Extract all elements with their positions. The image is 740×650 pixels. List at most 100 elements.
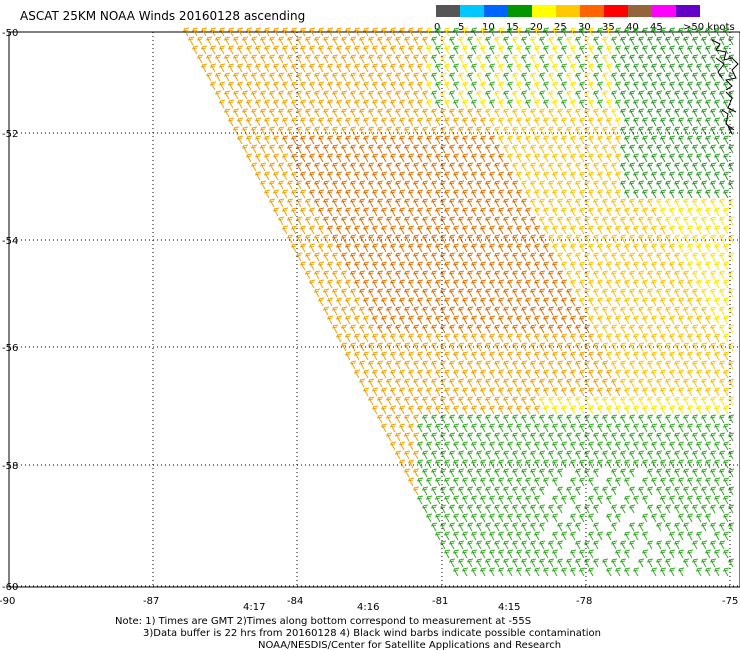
wind-barb (484, 108, 492, 118)
wind-barb (592, 486, 600, 496)
wind-barb (502, 252, 510, 262)
wind-barb (250, 36, 258, 46)
wind-barb (448, 378, 456, 388)
wind-barb (484, 234, 492, 244)
wind-barb (335, 117, 343, 127)
wind-barb (497, 459, 505, 469)
wind-barb (628, 324, 636, 334)
wind-barb (605, 225, 613, 235)
wind-barb (628, 342, 636, 352)
wind-barb (515, 243, 523, 253)
wind-barb (484, 36, 492, 46)
wind-barb (461, 81, 469, 91)
wind-barb (421, 180, 429, 190)
wind-barb (484, 270, 492, 280)
wind-barb (664, 486, 672, 496)
wind-barb (709, 252, 717, 262)
wind-barb (578, 135, 586, 145)
wind-barb (560, 459, 568, 469)
wind-barb (430, 504, 438, 514)
wind-barb (340, 180, 348, 190)
wind-barb (592, 216, 600, 226)
wind-barb (718, 306, 726, 316)
wind-barb (506, 189, 514, 199)
wind-barb (538, 180, 546, 190)
wind-barb (434, 513, 442, 523)
wind-barb (385, 54, 393, 64)
wind-barb (484, 540, 492, 550)
wind-barb (308, 279, 316, 289)
wind-barb (668, 99, 676, 109)
wind-barb (448, 306, 456, 316)
wind-barb (506, 207, 514, 217)
wind-barb (295, 144, 303, 154)
wind-barb (466, 90, 474, 100)
wind-barb (605, 315, 613, 325)
wind-barb (524, 567, 532, 577)
wind-barb (502, 72, 510, 82)
wind-barb (695, 531, 703, 541)
wind-barb (565, 144, 573, 154)
wind-barb (709, 306, 717, 316)
wind-barb (430, 216, 438, 226)
wind-barb (601, 360, 609, 370)
wind-barb (488, 315, 496, 325)
wind-barb (713, 441, 721, 451)
wind-barb (695, 81, 703, 91)
time-label: 4:17 (243, 602, 265, 613)
wind-barb (610, 144, 618, 154)
wind-barb (353, 279, 361, 289)
wind-barb (632, 459, 640, 469)
wind-barb (614, 387, 622, 397)
wind-barb (448, 342, 456, 352)
wind-barb (641, 171, 649, 181)
wind-barb (542, 459, 550, 469)
wind-barb (448, 486, 456, 496)
wind-barb (529, 450, 537, 460)
wind-barb (623, 45, 631, 55)
wind-barb (299, 153, 307, 163)
wind-barb (668, 567, 676, 577)
wind-barb (583, 36, 591, 46)
wind-barb (515, 477, 523, 487)
wind-barb (380, 117, 388, 127)
wind-barb (466, 558, 474, 568)
wind-barb (443, 117, 451, 127)
wind-barb (299, 81, 307, 91)
wind-barb (466, 414, 474, 424)
wind-barb (421, 360, 429, 370)
wind-barb (664, 378, 672, 388)
wind-barb (601, 252, 609, 262)
wind-barb (677, 477, 685, 487)
wind-barb (722, 351, 730, 361)
wind-barb (565, 450, 573, 460)
wind-barb (569, 171, 577, 181)
wind-barb (394, 180, 402, 190)
wind-barb (425, 315, 433, 325)
wind-barb (722, 441, 730, 451)
wind-barb (569, 513, 577, 523)
wind-barb (637, 288, 645, 298)
wind-barb (700, 162, 708, 172)
wind-barb (655, 360, 663, 370)
wind-barb (313, 54, 321, 64)
wind-barb (655, 468, 663, 478)
wind-barb (475, 108, 483, 118)
wind-barb (290, 207, 298, 217)
wind-barb (394, 288, 402, 298)
wind-barb (430, 306, 438, 316)
wind-barb (565, 108, 573, 118)
wind-barb (484, 522, 492, 532)
wind-barb (286, 216, 294, 226)
wind-barb (290, 45, 298, 55)
wind-barb (677, 513, 685, 523)
wind-barb (232, 72, 240, 82)
wind-barb (421, 252, 429, 262)
wind-barb (452, 333, 460, 343)
wind-barb (655, 324, 663, 334)
wind-barb (587, 297, 595, 307)
wind-barb (403, 54, 411, 64)
wind-barb (457, 504, 465, 514)
wind-barb (659, 297, 667, 307)
wind-barb (583, 234, 591, 244)
